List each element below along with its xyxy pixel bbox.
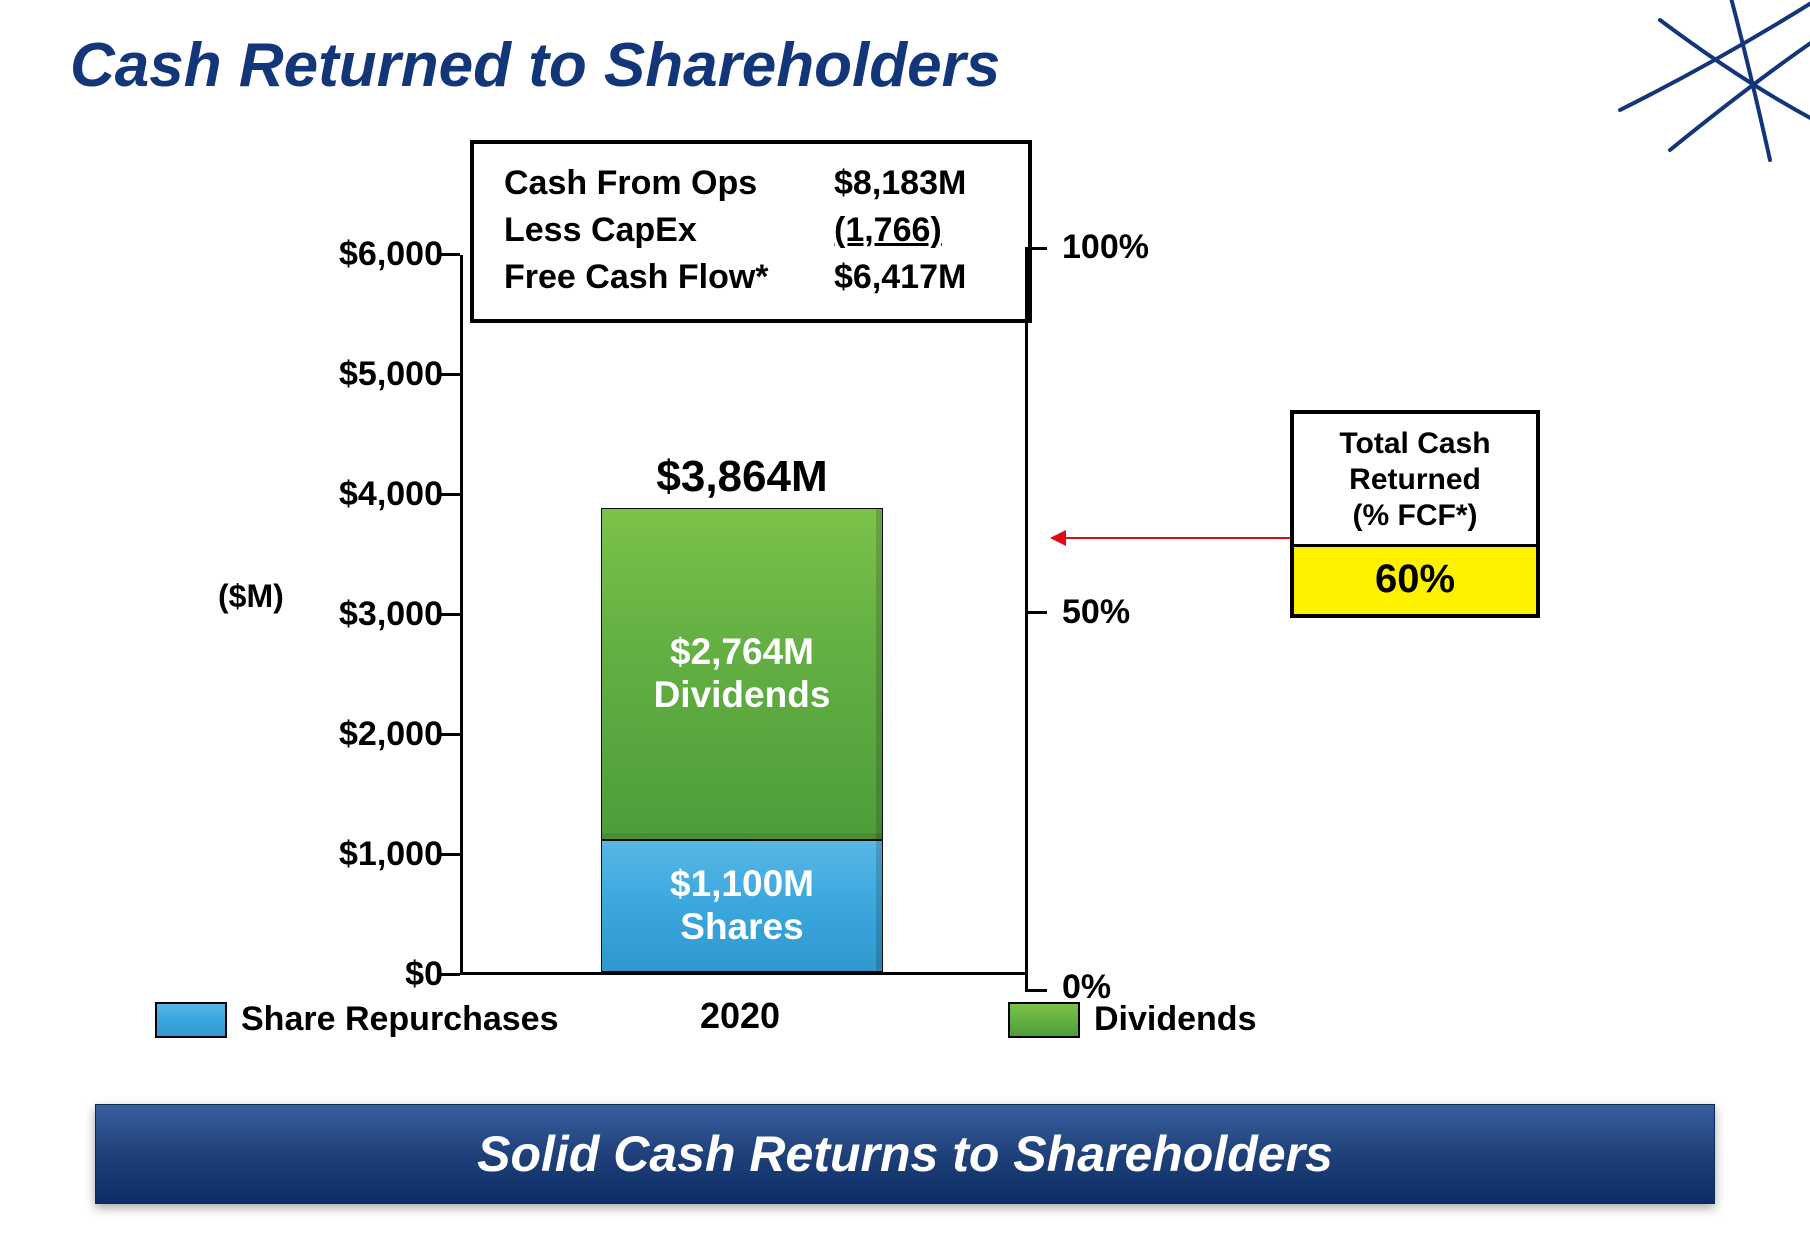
legend-label: Share Repurchases: [241, 1000, 559, 1039]
tick-right: [1025, 989, 1047, 992]
ytick-label: $0: [293, 955, 443, 994]
callout-title-line: (% FCF*): [1304, 498, 1526, 534]
ytick-label: $1,000: [293, 835, 443, 874]
ytick-label: $4,000: [293, 475, 443, 514]
legend-swatch-icon: [1008, 1002, 1080, 1038]
banner-text: Solid Cash Returns to Shareholders: [477, 1125, 1333, 1183]
fcf-callout: Total Cash Returned (% FCF*) 60%: [1290, 410, 1540, 618]
info-row: Less CapEx (1,766): [504, 207, 1004, 254]
callout-title-line: Total Cash: [1304, 426, 1526, 462]
segment-name: Shares: [680, 906, 803, 949]
ytick-right-label: 50%: [1062, 593, 1130, 632]
ytick-label: $5,000: [293, 355, 443, 394]
ytick-label: $3,000: [293, 595, 443, 634]
tick-right: [1025, 247, 1047, 250]
bar-segment-dividends: $2,764M Dividends: [601, 508, 883, 840]
legend-label: Dividends: [1094, 1000, 1256, 1039]
info-label: Less CapEx: [504, 211, 834, 250]
category-label: 2020: [640, 995, 840, 1037]
right-axis-line: [1025, 247, 1028, 992]
segment-value: $1,100M: [670, 863, 814, 906]
bar-segment-shares: $1,100M Shares: [601, 840, 883, 972]
info-value: $8,183M: [834, 164, 1004, 203]
ytick-right-label: 100%: [1062, 228, 1149, 267]
info-value: (1,766): [834, 211, 1004, 250]
logo-star-icon: [1600, 0, 1810, 170]
callout-value: 60%: [1294, 544, 1536, 614]
slide: Cash Returned to Shareholders Cash From …: [0, 0, 1810, 1234]
callout-title-line: Returned: [1304, 462, 1526, 498]
stacked-bar: $3,864M $2,764M Dividends $1,100M Shares: [601, 508, 883, 972]
ytick-label: $2,000: [293, 715, 443, 754]
ytick-label: $6,000: [293, 235, 443, 274]
bar-total-label: $3,864M: [601, 452, 883, 502]
info-label: Cash From Ops: [504, 164, 834, 203]
callout-title: Total Cash Returned (% FCF*): [1294, 414, 1536, 544]
segment-value: $2,764M: [670, 631, 814, 674]
callout-arrow-head-icon: [1050, 530, 1066, 546]
left-axis-unit: ($M): [218, 578, 284, 615]
tick-right: [1025, 611, 1047, 614]
legend-share-repurchases: Share Repurchases: [155, 1000, 559, 1039]
info-row: Cash From Ops $8,183M: [504, 160, 1004, 207]
slide-title: Cash Returned to Shareholders: [70, 30, 1000, 101]
callout-arrow-line: [1066, 537, 1291, 539]
footer-banner: Solid Cash Returns to Shareholders: [95, 1104, 1715, 1204]
left-axis-line: [460, 255, 463, 975]
chart-plot: $3,864M $2,764M Dividends $1,100M Shares: [460, 255, 1025, 975]
legend-dividends: Dividends: [1008, 1000, 1256, 1039]
legend-swatch-icon: [155, 1002, 227, 1038]
segment-name: Dividends: [654, 674, 831, 717]
x-axis-line: [460, 972, 1025, 975]
